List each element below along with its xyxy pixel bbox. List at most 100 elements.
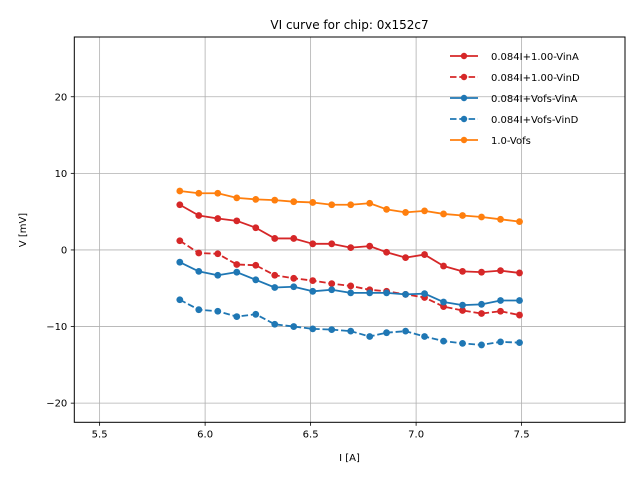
data-point [176, 237, 184, 245]
data-point [176, 258, 184, 266]
data-point [252, 224, 260, 232]
data-point [497, 267, 504, 275]
data-point [459, 212, 466, 219]
grid [74, 37, 625, 423]
data-point [440, 210, 447, 218]
data-point [328, 280, 336, 288]
data-point [290, 198, 298, 206]
legend-label: 0.084I+1.00-VinD [491, 73, 580, 84]
data-point [195, 267, 203, 275]
data-point [233, 313, 241, 320]
y-axis-label: V [mV] [18, 213, 29, 248]
x-tick-label: 7.5 [514, 429, 530, 440]
data-point [252, 276, 260, 284]
data-point [309, 277, 317, 284]
data-point [176, 296, 184, 304]
legend-label: 1.0-Vofs [491, 136, 531, 147]
data-point [214, 307, 222, 315]
y-tick-label: 20 [55, 92, 68, 103]
legend-marker [460, 136, 468, 144]
axes-frame [73, 36, 626, 423]
data-point [383, 329, 390, 337]
legend-marker [460, 115, 468, 123]
data-point [328, 240, 336, 248]
data-point [459, 301, 466, 309]
data-point [271, 320, 279, 328]
data-point [383, 248, 390, 256]
data-point [347, 327, 355, 335]
data-point [516, 218, 523, 226]
series-1-0-vofs [176, 187, 523, 226]
data-point [309, 199, 317, 206]
data-point [195, 212, 203, 219]
data-point [252, 195, 260, 203]
series-0-084i-vofs-vina [176, 258, 523, 309]
data-point [421, 251, 428, 258]
legend-marker [460, 52, 468, 60]
data-point [290, 274, 298, 282]
legend-item: 0.084I+1.00-VinD [450, 73, 580, 84]
y-tick-label: −20 [46, 399, 67, 410]
data-point [421, 207, 428, 215]
data-point [195, 306, 203, 314]
data-point [478, 341, 485, 349]
legend-item: 0.084I+Vofs-VinD [450, 115, 579, 126]
legend-item: 0.084I+1.00-VinA [450, 52, 579, 63]
legend: 0.084I+1.00-VinA 0.084I+1.00-VinD 0.084I+V… [450, 52, 580, 147]
data-point [402, 327, 409, 335]
data-point [478, 300, 485, 308]
data-point [271, 196, 279, 204]
y-tick-label: 10 [55, 169, 68, 180]
data-point [497, 215, 504, 223]
x-tick-label: 6.5 [303, 429, 319, 440]
data-point [233, 217, 241, 225]
data-point [214, 271, 222, 279]
data-point [383, 289, 390, 297]
data-point [478, 213, 485, 221]
data-point [440, 298, 447, 306]
data-point [176, 201, 184, 209]
x-tick-label: 5.5 [92, 429, 108, 440]
data-point [328, 201, 336, 209]
data-point [366, 333, 374, 340]
x-tick-label: 6.0 [197, 429, 213, 440]
data-point [366, 242, 374, 250]
legend-item: 0.084I+Vofs-VinA [450, 94, 578, 105]
data-point [347, 289, 355, 297]
data-point [402, 254, 409, 262]
data-point [347, 244, 355, 252]
legend-marker [460, 73, 468, 81]
data-point [421, 290, 428, 298]
data-point [290, 323, 298, 330]
data-point [271, 271, 279, 279]
chart-title: VI curve for chip: 0x152c7 [270, 18, 428, 32]
data-point [195, 189, 203, 197]
data-point [233, 268, 241, 276]
data-point [459, 267, 466, 275]
data-point [459, 340, 466, 347]
data-point [176, 187, 184, 195]
legend-label: 0.084I+Vofs-VinA [491, 94, 578, 105]
data-point [252, 261, 260, 269]
data-point [366, 199, 374, 207]
data-point [497, 338, 504, 346]
data-point [459, 307, 466, 314]
data-point [214, 215, 222, 222]
data-point [497, 297, 504, 304]
data-point [402, 209, 409, 216]
data-point [290, 283, 298, 291]
data-point [347, 282, 355, 290]
data-point [309, 287, 317, 295]
plot-series [176, 187, 523, 349]
data-point [195, 249, 203, 257]
axis-ticks: 5.5 6.0 6.5 7.0 7.5 −20 −10 0 10 20 [46, 92, 529, 440]
data-point [347, 201, 355, 209]
legend-label: 0.084I+Vofs-VinD [491, 115, 579, 126]
data-point [366, 289, 374, 297]
x-axis-label: I [A] [339, 453, 360, 464]
legend-label: 0.084I+1.00-VinA [491, 52, 579, 63]
data-point [478, 310, 485, 317]
data-point [252, 310, 260, 318]
